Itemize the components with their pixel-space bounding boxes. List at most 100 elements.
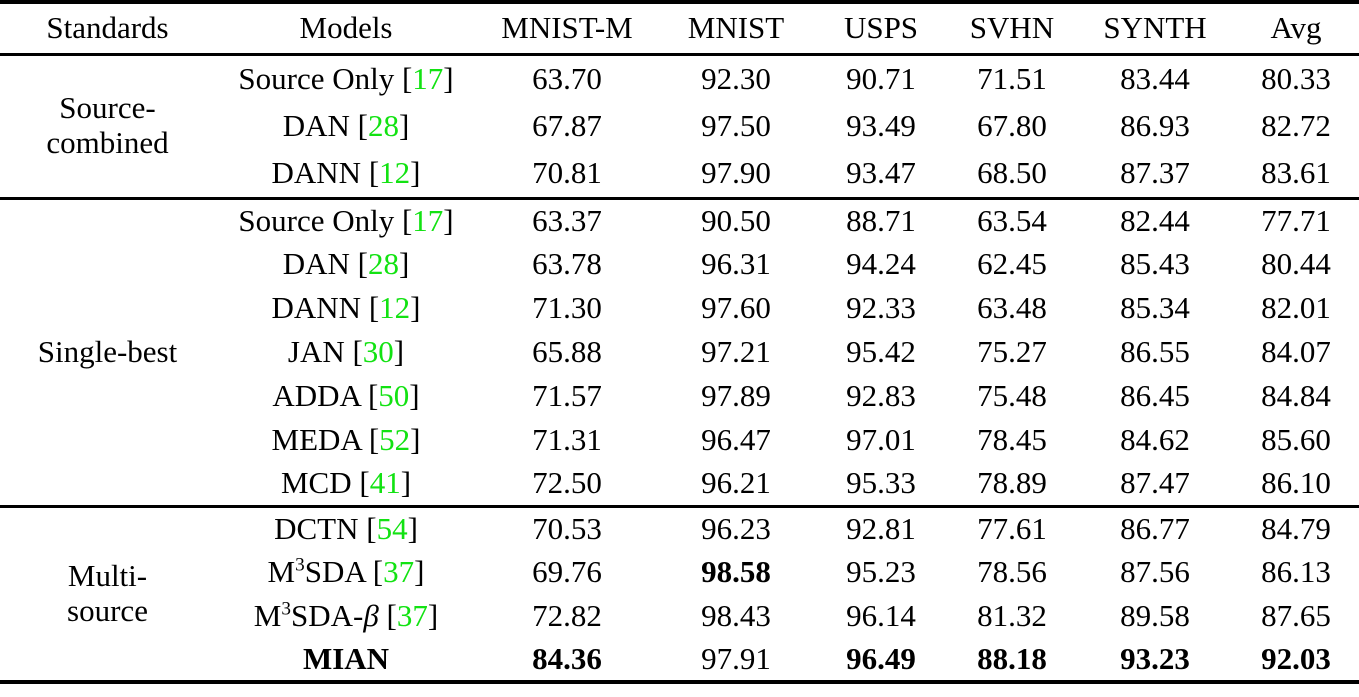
value-cell-avg: 83.61 [1261,155,1331,191]
column-header-usps: USPS [815,2,947,56]
column-header-mnist: MNIST [657,2,815,56]
value-cell-mnist: 96.21 [701,465,771,501]
citation-bracket-close: ] [410,422,421,457]
table-row-dann: DANN [12] 71.30 97.60 92.33 63.48 85.34 82.01 [0,286,1359,330]
value-cell-mnist-m: 72.50 [532,465,602,501]
model-name: Source Only [238,60,395,96]
model-cell: DAN [28] [215,102,477,150]
value-cell-avg: 80.33 [1233,52,1359,102]
value-cell-mnist-m: 63.70 [477,52,657,102]
citation-bracket-close: ] [400,465,412,501]
standard-label-line: Multi- [67,558,148,594]
model-name: Source Only [238,202,395,238]
value-cell-synth: 86.55 [1120,334,1190,369]
value-cell-mnist: 96.31 [701,246,771,281]
value-cell-synth: 89.58 [1120,598,1190,633]
value-cell-avg: 84.79 [1233,504,1359,550]
standard-group-label-single-best: Single-best [0,196,215,506]
value-cell-avg: 80.44 [1261,246,1331,281]
value-cell-mnist: 97.21 [701,334,771,369]
model-name: MCD [280,465,352,501]
value-cell-usps: 97.01 [846,422,916,457]
table-row-source-only: Single-best Source Only [17] 63.37 90.50 88.… [0,196,1359,506]
value-cell-avg: 87.65 [1261,598,1331,633]
value-cell-svhn: 77.61 [947,504,1077,550]
model-name: ADDA [272,378,361,413]
value-cell-avg: 85.60 [1261,422,1331,457]
citation-bracket-open: [ [365,554,384,589]
citation-bracket-close: ] [427,598,439,633]
citation-bracket-close: ] [398,246,410,281]
value-cell-synth: 87.56 [1120,554,1190,589]
header-row: Standards Models MNIST-M MNIST USPS SVHN SYNTH… [0,2,1359,56]
value-cell-svhn: 62.45 [977,246,1047,281]
value-cell-mnist: 97.50 [701,108,771,143]
citation-bracket-open: [ [358,510,377,546]
model-name: DANN [271,290,362,325]
value-cell-synth: 82.44 [1077,196,1233,242]
value-cell-mnist: 92.30 [657,52,815,102]
value-cell-avg: 77.71 [1233,196,1359,242]
citation-bracket-close: ] [407,510,418,546]
value-cell-avg: 82.72 [1261,108,1331,143]
citation-bracket-open: [ [394,202,413,238]
citation-ref: 37 [396,598,428,633]
model-name: DANN [271,155,362,191]
value-cell-usps: 95.23 [846,554,916,589]
citation-ref: 28 [367,246,399,281]
value-cell-mnist-m: 63.78 [532,246,602,281]
standard-label-line: Source- [59,90,156,126]
value-cell-usps: 92.33 [846,290,916,325]
table-row-m-sda: M3SDA-β [37] 72.82 98.43 96.14 81.32 89.58 87.… [0,594,1359,638]
value-cell-synth: 87.47 [1120,465,1190,501]
value-cell-svhn: 88.18 [977,641,1047,676]
value-cell-avg: 82.01 [1261,290,1331,325]
model-cell: M3SDA [37] [215,550,477,594]
table-row-meda: MEDA [52] 71.31 96.47 97.01 78.45 84.62 85.60 [0,418,1359,462]
citation-bracket-open: [ [349,246,368,281]
citation-bracket-close: ] [443,60,454,96]
value-cell-svhn: 68.50 [977,155,1047,191]
value-cell-usps: 96.14 [846,598,916,633]
value-cell-mnist: 96.23 [657,504,815,550]
citation-bracket-close: ] [414,554,425,589]
table-row-mcd: MCD [41] 72.50 96.21 95.33 78.89 87.47 86.10 [0,462,1359,506]
value-cell-mnist: 97.89 [701,378,771,413]
value-cell-svhn: 78.89 [977,465,1047,501]
table-row-dan: DAN [28] 67.87 97.50 93.49 67.80 86.93 82.72 [0,102,1359,150]
value-cell-usps: 92.81 [815,504,947,550]
value-cell-mnist: 90.50 [657,196,815,242]
value-cell-svhn: 63.54 [947,196,1077,242]
model-name: M3SDA-β [253,598,379,633]
table-row-adda: ADDA [50] 71.57 97.89 92.83 75.48 86.45 84.84 [0,374,1359,418]
citation-ref: 12 [379,155,411,191]
value-cell-avg: 92.03 [1261,641,1331,676]
value-cell-usps: 92.83 [846,378,916,413]
model-name: DAN [282,246,350,281]
standard-label-line: combined [46,125,169,160]
citation-ref: 41 [369,465,401,501]
table-row-dan: DAN [28] 63.78 96.31 94.24 62.45 85.43 80.44 [0,242,1359,286]
value-cell-synth: 87.37 [1120,155,1190,191]
value-cell-synth: 86.93 [1120,108,1190,143]
citation-ref: 52 [379,422,411,457]
citation-ref: 37 [383,554,415,589]
citation-bracket-open: [ [378,598,397,633]
value-cell-mnist-m: 72.82 [532,598,602,633]
citation-ref: 28 [367,108,399,143]
standard-label-line: source [67,592,148,628]
standard-label-line: Single-best [37,333,178,369]
value-cell-synth: 85.43 [1120,246,1190,281]
value-cell-usps: 95.33 [846,465,916,501]
value-cell-usps: 93.49 [846,108,916,143]
value-cell-synth: 86.77 [1077,504,1233,550]
citation-bracket-open: [ [361,422,380,457]
citation-bracket-close: ] [410,155,421,191]
citation-bracket-open: [ [344,334,363,369]
model-cell: MEDA [52] [215,418,477,462]
model-name: JAN [287,334,345,369]
value-cell-svhn: 63.48 [977,290,1047,325]
value-cell-mnist-m: 67.87 [532,108,602,143]
value-cell-mnist-m: 65.88 [532,334,602,369]
value-cell-usps: 93.47 [846,155,916,191]
